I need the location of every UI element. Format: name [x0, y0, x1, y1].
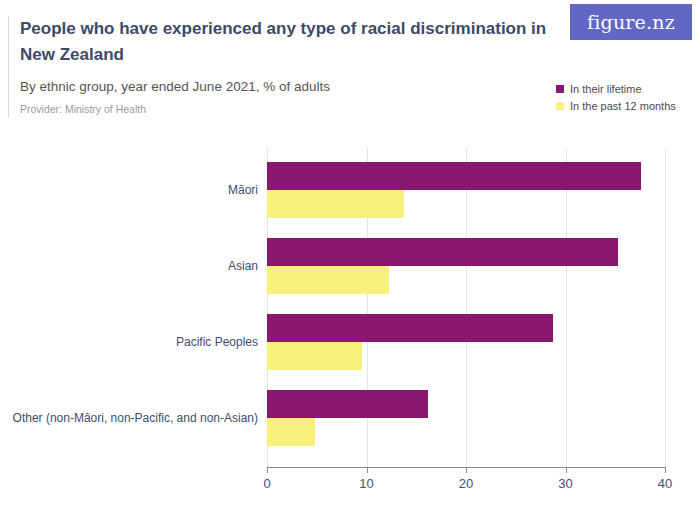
category-label: Other (non-Māori, non-Pacific, and non-A…	[13, 411, 258, 425]
legend-swatch-icon	[556, 102, 564, 110]
bar-lifetime	[267, 390, 428, 418]
tick-mark	[466, 467, 467, 473]
bar-past-12-months	[267, 418, 315, 446]
legend-swatch-icon	[556, 85, 564, 93]
provider-note: Provider: Ministry of Health	[20, 103, 146, 115]
gridline	[665, 148, 666, 467]
category-label: Asian	[228, 259, 258, 273]
bar-past-12-months	[267, 266, 389, 294]
tick-mark	[367, 467, 368, 473]
tick-label: 40	[658, 476, 672, 491]
gridline	[466, 148, 467, 467]
bar-past-12-months	[267, 342, 362, 370]
legend: In their lifetime In the past 12 months	[556, 83, 676, 112]
bar-past-12-months	[267, 190, 404, 218]
tick-label: 30	[558, 476, 572, 491]
chart-page: People who have experienced any type of …	[0, 0, 700, 525]
tick-mark	[665, 467, 666, 473]
header-accent-rule	[8, 16, 9, 118]
legend-item: In their lifetime	[556, 83, 676, 95]
tick-label: 10	[359, 476, 373, 491]
legend-label: In their lifetime	[570, 83, 642, 95]
figurenz-logo[interactable]: figure.nz	[570, 4, 692, 40]
tick-label: 0	[263, 476, 270, 491]
plot-area	[267, 148, 665, 467]
category-label: Pacific Peoples	[176, 335, 258, 349]
tick-mark	[267, 467, 268, 473]
tick-label: 20	[459, 476, 473, 491]
bar-lifetime	[267, 238, 618, 266]
tick-mark	[566, 467, 567, 473]
category-axis: Māori Asian Pacific Peoples Other (non-Māor…	[0, 148, 258, 467]
category-label: Māori	[228, 183, 258, 197]
chart-subtitle: By ethnic group, year ended June 2021, %…	[20, 79, 330, 94]
legend-label: In the past 12 months	[570, 100, 676, 112]
legend-item: In the past 12 months	[556, 100, 676, 112]
bar-lifetime	[267, 162, 641, 190]
bar-lifetime	[267, 314, 553, 342]
chart-title: People who have experienced any type of …	[20, 16, 565, 67]
gridline	[566, 148, 567, 467]
